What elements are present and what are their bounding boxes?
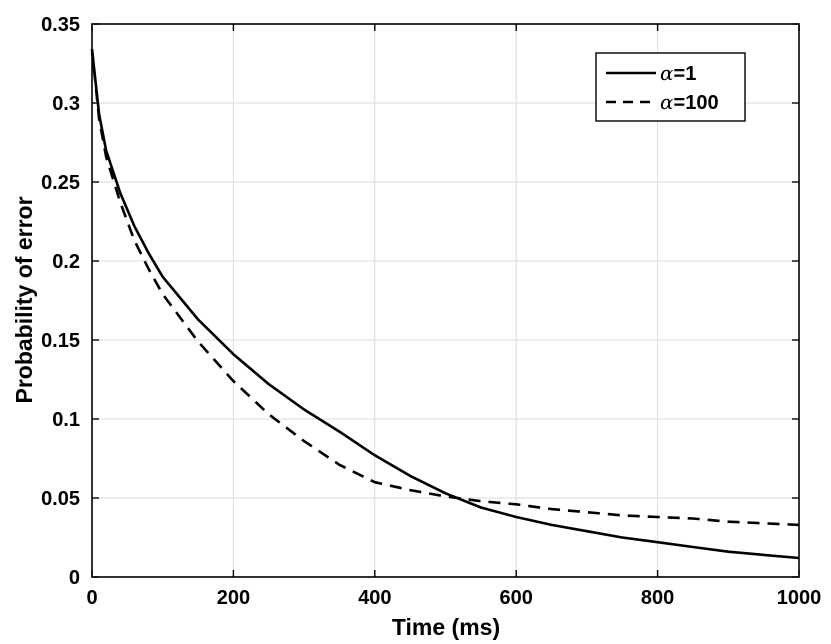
x-tick-label: 0 <box>86 587 97 609</box>
y-tick-label: 0.3 <box>52 93 80 115</box>
x-axis-title: Time (ms) <box>392 614 500 640</box>
y-tick-label: 0.1 <box>52 409 80 431</box>
series-line-alpha-100 <box>90 49 800 527</box>
plot-frame <box>91 23 800 578</box>
x-tick-label: 800 <box>641 587 674 609</box>
legend: α=1 α=100 <box>595 52 746 122</box>
x-tick-label: 400 <box>358 587 391 609</box>
y-tick-label: 0.2 <box>52 251 80 273</box>
series-lines <box>90 49 800 560</box>
y-tick-label: 0.05 <box>41 488 80 510</box>
x-tick-label: 200 <box>217 587 250 609</box>
series-line-alpha-1 <box>90 49 800 560</box>
legend-label-alpha-1: α=1 <box>660 61 696 85</box>
x-tick-label: 1000 <box>777 587 822 609</box>
axis-ticks: 0 200 400 600 800 1000 0 0.05 0.1 0.15 0.2 0.25 0.3 0… <box>41 14 821 609</box>
y-axis-title: Probability of error <box>11 196 37 403</box>
y-tick-label: 0 <box>69 567 80 589</box>
legend-box <box>595 52 746 122</box>
y-tick-label: 0.25 <box>41 172 80 194</box>
x-tick-label: 600 <box>500 587 533 609</box>
y-tick-label: 0.35 <box>41 14 80 36</box>
y-tick-label: 0.15 <box>41 330 80 352</box>
legend-label-alpha-100: α=100 <box>660 90 719 114</box>
